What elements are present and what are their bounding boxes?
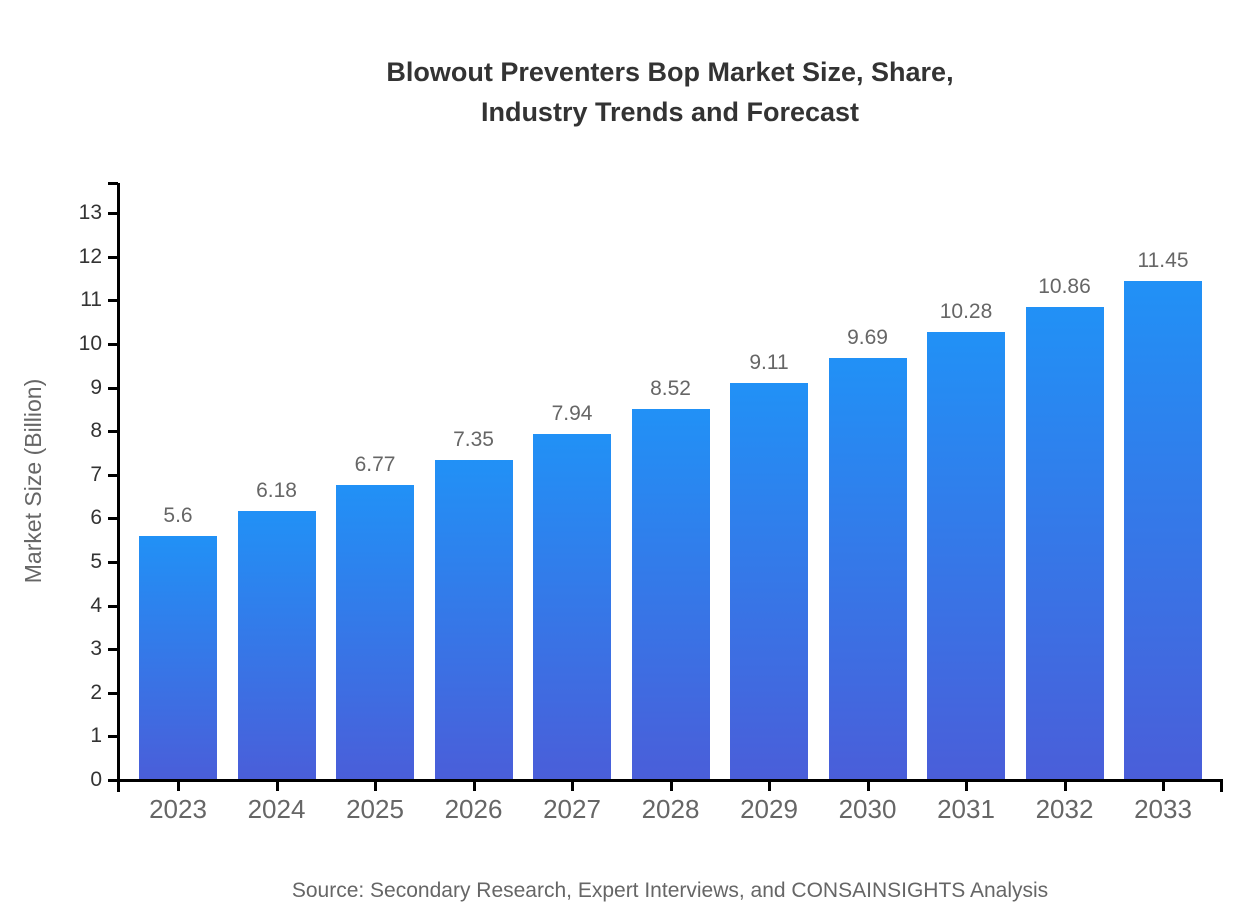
y-tick xyxy=(108,430,118,434)
x-tick-label: 2023 xyxy=(149,794,207,824)
bar-value-label: 8.52 xyxy=(650,376,691,400)
x-tick xyxy=(669,781,673,791)
x-tick xyxy=(571,781,574,791)
y-tick-label: 4 xyxy=(90,593,102,617)
y-tick-label: 2 xyxy=(90,680,102,704)
y-tick-label: 11 xyxy=(80,288,102,312)
y-tick-label: 12 xyxy=(78,244,102,268)
y-tick xyxy=(108,735,118,739)
x-tick xyxy=(768,781,771,791)
bar-2027 xyxy=(533,433,611,780)
x-tick xyxy=(1063,781,1067,791)
chart-title-line-1: Blowout Preventers Bop Market Size, Shar… xyxy=(386,57,954,87)
y-tick xyxy=(108,299,118,303)
x-tick-label: 2030 xyxy=(838,794,897,824)
y-tick-label: 10 xyxy=(78,332,102,355)
bar-2026 xyxy=(434,459,513,780)
y-tick xyxy=(108,517,118,521)
y-tick xyxy=(108,779,118,782)
x-tick-label: 2031 xyxy=(937,794,995,824)
x-tick xyxy=(275,781,279,791)
x-tick-label: 2026 xyxy=(444,794,503,824)
y-tick xyxy=(108,691,118,695)
bar-value-label: 10.28 xyxy=(939,299,993,323)
source-attribution: Source: Secondary Research, Expert Inter… xyxy=(291,879,1049,902)
x-axis-outer-tick xyxy=(1220,780,1223,792)
y-tick xyxy=(108,604,118,608)
y-tick-label: 5 xyxy=(90,550,102,573)
x-tick-label: 2029 xyxy=(740,794,798,824)
y-tick-label: 1 xyxy=(90,724,102,748)
x-tick-label: 2027 xyxy=(543,794,601,824)
bar-2031 xyxy=(927,331,1005,780)
y-tick xyxy=(108,343,118,346)
bar-value-label: 5.6 xyxy=(163,503,193,527)
x-tick xyxy=(472,781,476,791)
bar-2025 xyxy=(336,484,414,780)
y-tick-label: 8 xyxy=(90,419,102,443)
y-tick-label: 13 xyxy=(78,201,102,225)
x-tick xyxy=(965,781,968,791)
y-tick-label: 0 xyxy=(90,768,102,791)
bar-2032 xyxy=(1025,306,1104,780)
x-axis-line xyxy=(117,779,1223,782)
x-tick xyxy=(866,781,870,791)
x-tick xyxy=(1162,781,1165,791)
bar-2029 xyxy=(730,382,808,780)
x-tick xyxy=(177,781,180,791)
bar-value-label: 11.45 xyxy=(1137,248,1189,272)
x-tick-label: 2025 xyxy=(346,794,404,824)
bar-2030 xyxy=(828,357,907,780)
y-axis-line xyxy=(117,183,120,792)
bar-value-label: 9.11 xyxy=(749,350,789,374)
y-tick-label: 3 xyxy=(90,637,102,661)
bar-2023 xyxy=(139,535,217,780)
bar-value-label: 10.86 xyxy=(1038,274,1091,298)
y-tick xyxy=(108,648,118,652)
y-tick xyxy=(108,473,118,477)
y-tick-label: 9 xyxy=(90,375,102,399)
bar-2033 xyxy=(1124,280,1202,780)
y-axis-outer-tick xyxy=(108,182,118,185)
x-tick-label: 2024 xyxy=(247,794,306,824)
bar-value-label: 6.18 xyxy=(256,478,297,502)
bar-2028 xyxy=(631,408,710,780)
bar-value-label: 7.35 xyxy=(453,427,494,451)
bar-2024 xyxy=(237,510,316,780)
y-tick xyxy=(108,212,118,216)
chart-title-line-2: Industry Trends and Forecast xyxy=(480,97,860,127)
y-tick xyxy=(108,561,118,564)
y-tick-label: 7 xyxy=(90,462,102,486)
x-tick-label: 2032 xyxy=(1035,794,1094,824)
x-tick-label: 2033 xyxy=(1134,794,1192,824)
x-tick-label: 2028 xyxy=(641,794,700,824)
bar-value-label: 6.77 xyxy=(354,452,396,476)
y-tick xyxy=(108,255,118,259)
bar-value-label: 9.69 xyxy=(847,325,888,349)
bar-value-label: 7.94 xyxy=(551,401,593,425)
x-tick xyxy=(374,781,377,791)
chart-title: Blowout Preventers Bop Market Size, Shar… xyxy=(118,52,1222,132)
y-tick xyxy=(108,386,118,390)
y-tick-label: 6 xyxy=(90,506,102,530)
